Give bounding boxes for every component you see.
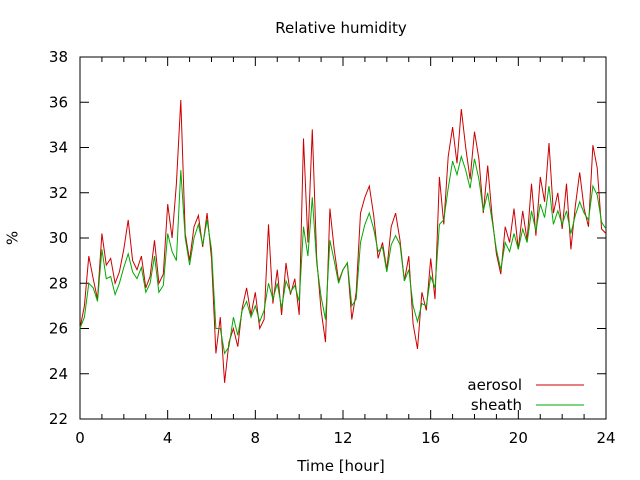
y-tick-label: 38	[49, 48, 68, 66]
x-tick-label: 24	[596, 429, 615, 447]
y-tick-label: 32	[49, 184, 68, 202]
x-tick-label: 0	[75, 429, 85, 447]
y-tick-label: 22	[49, 410, 68, 428]
x-tick-label: 12	[333, 429, 352, 447]
series-layer	[79, 99, 607, 383]
x-tick-label: 16	[421, 429, 440, 447]
legend: aerosol sheath	[467, 376, 584, 414]
y-tick-label: 30	[49, 229, 68, 247]
x-tick-label: 8	[251, 429, 261, 447]
y-tick-label: 26	[49, 320, 68, 338]
x-tick-label: 4	[163, 429, 173, 447]
y-tick-label: 34	[49, 139, 68, 157]
y-tick-label: 24	[49, 365, 68, 383]
x-axis-label: Time [hour]	[296, 457, 385, 475]
y-tick-label: 36	[49, 93, 68, 111]
legend-label-sheath: sheath	[471, 396, 522, 414]
axes: 0 4 8 12 16 20 24 22 24 26 28 30 32 34 36 38	[49, 48, 616, 447]
x-tick-label: 20	[509, 429, 528, 447]
series-line-sheath	[79, 154, 607, 355]
y-axis-label: %	[4, 231, 22, 245]
legend-label-aerosol: aerosol	[467, 376, 522, 394]
chart-title: Relative humidity	[275, 19, 407, 37]
y-tick-label: 28	[49, 274, 68, 292]
